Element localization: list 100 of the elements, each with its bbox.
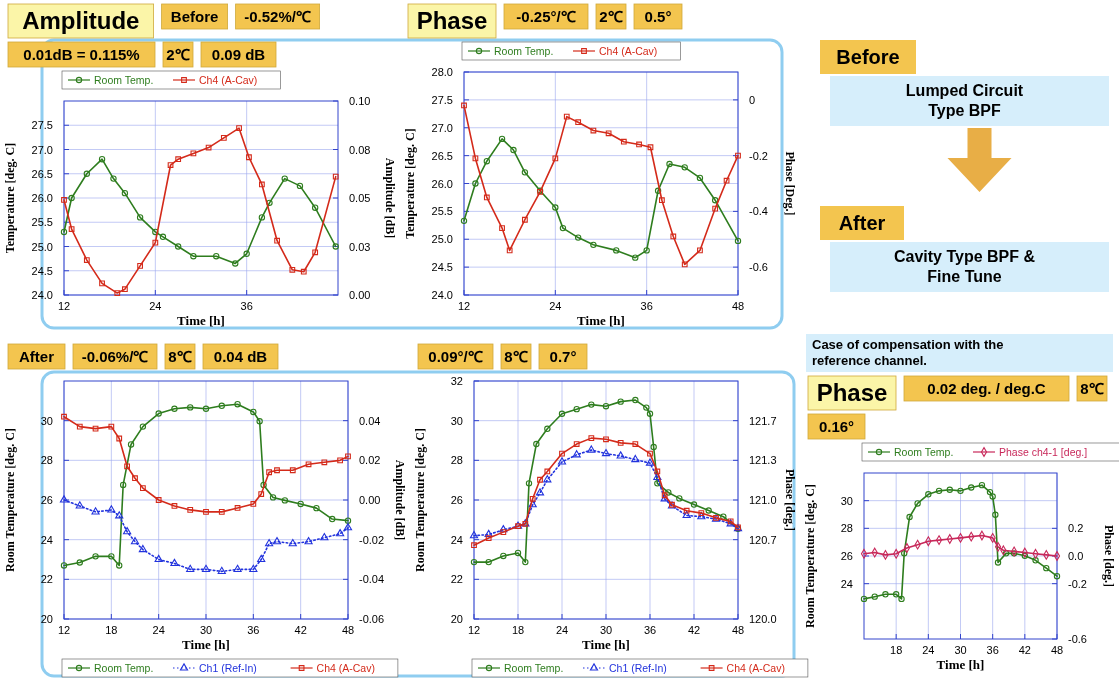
point: [159, 233, 167, 240]
text: After: [18, 347, 55, 365]
point: [682, 510, 691, 519]
point: [250, 408, 257, 416]
point: [643, 404, 650, 411]
y-tick-label: 26.0: [31, 192, 53, 204]
point: [83, 257, 90, 263]
point: [676, 495, 683, 502]
y-tick-label: 26.0: [431, 177, 453, 190]
point: [59, 495, 69, 503]
point: [312, 249, 319, 256]
y-tick-label: 26.5: [431, 149, 453, 162]
point: [281, 175, 288, 182]
point: [528, 500, 537, 508]
point: [329, 515, 336, 523]
point: [533, 440, 540, 448]
y2-tick-label: 120.7: [749, 533, 777, 546]
point: [992, 511, 999, 518]
point: [249, 564, 258, 573]
point: [345, 453, 351, 460]
point: [304, 536, 313, 545]
point: [266, 469, 273, 476]
x-tick-label: 30: [954, 644, 967, 656]
point: [558, 410, 566, 417]
text: After: [838, 212, 886, 234]
point: [274, 237, 281, 244]
y-tick-label: 25.0: [31, 240, 53, 253]
y-tick-label: 24: [450, 533, 463, 546]
point: [514, 549, 522, 557]
legend-label: Ch4 (A-Cav): [199, 74, 258, 86]
x-tick-label: 18: [890, 644, 903, 656]
point: [108, 553, 115, 560]
point: [573, 441, 580, 447]
point: [903, 543, 910, 553]
point: [234, 505, 241, 511]
point: [601, 448, 611, 457]
point: [136, 214, 144, 221]
point: [300, 268, 307, 275]
point: [544, 425, 551, 432]
line-series: [461, 102, 741, 268]
y2-tick-label: -0.02: [359, 533, 385, 546]
point: [485, 558, 492, 566]
point: [170, 558, 179, 567]
x-tick-label: 36: [643, 624, 657, 636]
point: [617, 439, 624, 446]
point: [107, 505, 116, 513]
y-tick-label: 24.0: [431, 289, 453, 301]
point: [906, 513, 913, 521]
x-tick-label: 12: [467, 624, 481, 636]
point: [636, 141, 642, 148]
text: 0.02 deg. / deg.C: [927, 379, 1046, 397]
point: [712, 205, 719, 212]
point: [901, 550, 908, 557]
point: [484, 529, 493, 538]
point: [167, 162, 174, 168]
point: [186, 564, 195, 573]
point: [681, 164, 688, 171]
point: [154, 554, 163, 563]
point: [957, 487, 964, 495]
point: [320, 533, 329, 541]
y2-axis-title: Amplitude [dB]: [383, 157, 397, 239]
x-tick-label: 42: [687, 624, 701, 636]
point: [666, 160, 673, 168]
point: [525, 480, 533, 487]
point: [522, 558, 529, 566]
point: [258, 181, 265, 188]
y-tick-label: 28: [40, 454, 53, 467]
point: [116, 562, 123, 569]
point: [76, 559, 83, 566]
point: [127, 441, 135, 448]
point: [337, 457, 344, 464]
x-axis-title: Time [h]: [177, 313, 225, 328]
x-tick-label: 48: [731, 300, 745, 312]
line-series: [61, 413, 351, 515]
point: [332, 173, 339, 180]
point: [994, 559, 1002, 566]
point: [483, 194, 490, 201]
point: [174, 243, 182, 250]
y-tick-label: 26: [40, 494, 53, 506]
y2-axis-title: Phase [deg.]: [783, 469, 797, 531]
y2-axis-title: Phase [deg.]: [1102, 525, 1116, 587]
y2-tick-label: -0.2: [1068, 577, 1087, 590]
point: [110, 175, 117, 182]
x-tick-label: 36: [247, 624, 260, 636]
point: [697, 247, 703, 254]
text: 0.09°/℃: [428, 347, 483, 365]
y-axis-title: Temperature [deg. C]: [3, 142, 17, 254]
point: [130, 536, 140, 545]
point: [187, 404, 194, 411]
point: [289, 266, 296, 273]
x-tick-label: 24: [549, 300, 562, 312]
point: [935, 535, 943, 546]
x-tick-label: 24: [149, 300, 162, 312]
y2-tick-label: 121.7: [749, 414, 777, 427]
point: [645, 458, 655, 466]
text: -0.52%/℃: [244, 7, 311, 25]
point: [472, 180, 479, 187]
point: [617, 398, 624, 405]
point: [203, 509, 209, 515]
point: [175, 156, 182, 163]
